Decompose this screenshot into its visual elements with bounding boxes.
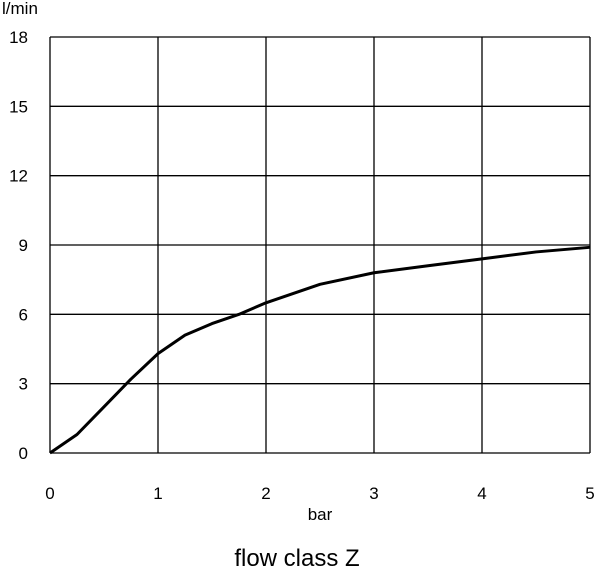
x-tick-label: 5 [585, 484, 594, 503]
x-tick-label: 0 [45, 484, 54, 503]
x-tick-label: 4 [477, 484, 486, 503]
chart-title: flow class Z [234, 545, 359, 572]
y-tick-label: 15 [9, 97, 28, 116]
x-axis-label: bar [308, 505, 333, 524]
y-tick-label: 6 [19, 305, 28, 324]
x-tick-label: 3 [369, 484, 378, 503]
x-tick-label: 2 [261, 484, 270, 503]
y-tick-label: 18 [9, 28, 28, 47]
y-tick-label: 12 [9, 167, 28, 186]
data-line [49, 245, 591, 455]
y-tick-label: 0 [19, 444, 28, 463]
x-tick-label: 1 [153, 484, 162, 503]
y-axis-label: l/min [2, 0, 38, 18]
y-tick-label: 9 [19, 236, 28, 255]
y-tick-label: 3 [19, 375, 28, 394]
